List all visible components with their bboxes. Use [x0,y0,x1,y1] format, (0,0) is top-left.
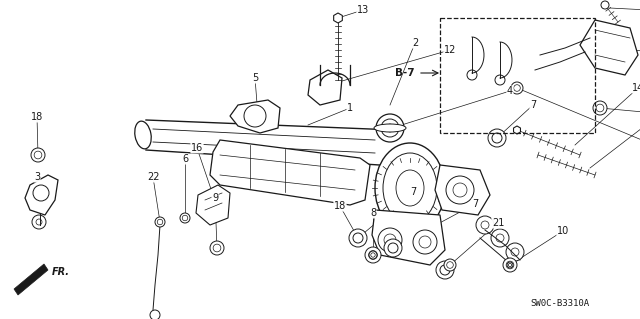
Text: 14: 14 [632,83,640,93]
Text: 8: 8 [370,208,376,218]
Circle shape [34,151,42,159]
Circle shape [369,251,377,259]
Circle shape [349,229,367,247]
Polygon shape [372,210,445,265]
Circle shape [388,243,398,253]
Circle shape [596,104,604,112]
Circle shape [210,241,224,255]
Ellipse shape [375,143,445,233]
Text: 12: 12 [444,45,456,55]
Ellipse shape [383,153,437,223]
Circle shape [593,101,607,115]
Polygon shape [210,140,370,205]
Circle shape [413,230,437,254]
Polygon shape [196,185,230,225]
Circle shape [150,310,160,319]
Text: B-7: B-7 [396,68,415,78]
Circle shape [419,236,431,248]
Polygon shape [14,264,48,295]
Polygon shape [308,70,342,105]
Circle shape [488,129,506,147]
Polygon shape [435,165,490,215]
Circle shape [36,219,42,225]
Circle shape [436,261,454,279]
Circle shape [511,248,519,256]
Circle shape [492,133,502,143]
Circle shape [440,265,450,275]
Text: 3: 3 [34,172,40,182]
Circle shape [33,185,49,201]
Circle shape [467,70,477,80]
Polygon shape [230,100,280,133]
Polygon shape [513,126,520,134]
Text: 7: 7 [410,187,416,197]
Polygon shape [333,13,342,23]
Circle shape [601,1,609,9]
Circle shape [384,234,396,246]
Circle shape [446,176,474,204]
Circle shape [31,148,45,162]
Text: 16: 16 [191,143,203,153]
Circle shape [384,239,402,257]
Circle shape [444,259,456,271]
Circle shape [378,228,402,252]
Circle shape [386,124,394,132]
Circle shape [213,244,221,252]
Circle shape [353,233,363,243]
Circle shape [507,262,513,268]
Text: 2: 2 [412,38,418,48]
Circle shape [476,216,494,234]
Text: 18: 18 [334,201,346,211]
Text: 18: 18 [31,112,43,122]
Text: 13: 13 [357,5,369,15]
Circle shape [381,119,399,137]
Circle shape [503,258,517,272]
Text: 7: 7 [530,100,536,110]
Text: 21: 21 [492,218,504,228]
Text: 4: 4 [507,86,513,96]
Text: 7: 7 [472,199,478,209]
Circle shape [511,82,523,94]
Polygon shape [580,20,638,75]
Circle shape [514,85,520,91]
Text: FR.: FR. [52,267,70,277]
Text: 5: 5 [252,73,258,83]
Text: 10: 10 [557,226,569,236]
Circle shape [481,221,489,229]
Circle shape [32,215,46,229]
Circle shape [506,261,514,269]
Circle shape [244,105,266,127]
Text: 9: 9 [212,193,218,203]
Text: 22: 22 [147,172,159,182]
Circle shape [155,217,165,227]
Bar [440,18,595,133]
Circle shape [182,215,188,221]
Circle shape [369,251,378,259]
Text: 1: 1 [347,103,353,113]
Circle shape [453,183,467,197]
Circle shape [157,219,163,225]
Circle shape [180,213,190,223]
Polygon shape [25,175,58,215]
Text: 6: 6 [182,154,188,164]
Circle shape [447,262,453,268]
Ellipse shape [135,121,151,149]
Circle shape [376,114,404,142]
Circle shape [508,263,511,267]
Circle shape [495,75,505,85]
Circle shape [506,243,524,261]
Circle shape [491,229,509,247]
Circle shape [371,253,375,257]
Circle shape [496,234,504,242]
Ellipse shape [374,124,406,132]
Ellipse shape [396,170,424,206]
Circle shape [365,247,381,263]
Text: SW0C-B3310A: SW0C-B3310A [530,299,589,308]
